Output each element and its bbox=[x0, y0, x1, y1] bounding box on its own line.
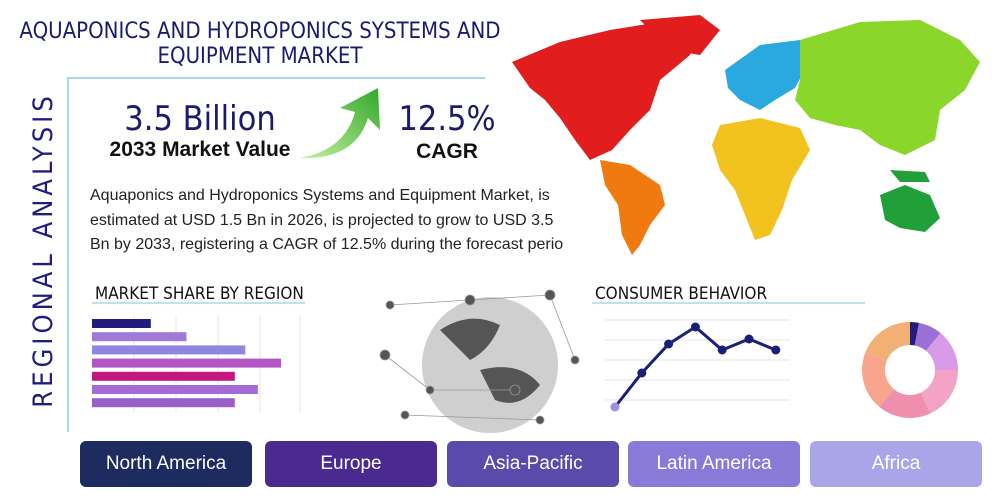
point bbox=[664, 339, 674, 349]
frame bbox=[67, 77, 485, 432]
section-title: CONSUMER BEHAVIOR bbox=[595, 284, 767, 304]
bar bbox=[92, 398, 235, 408]
donut-slice bbox=[914, 322, 941, 351]
stat-value: 12.5% bbox=[398, 99, 495, 139]
point bbox=[690, 322, 700, 332]
point bbox=[771, 345, 781, 355]
globe bbox=[379, 289, 580, 433]
region-button[interactable]: Asia-Pacific bbox=[447, 441, 619, 487]
point bbox=[717, 345, 727, 355]
bar-chart bbox=[92, 315, 301, 413]
line-chart bbox=[605, 319, 790, 412]
bar bbox=[92, 332, 187, 342]
region-button[interactable]: North America bbox=[80, 441, 252, 487]
donut-slice bbox=[861, 352, 895, 407]
donut-slice bbox=[920, 370, 958, 414]
point bbox=[637, 368, 647, 378]
donut-slice bbox=[910, 322, 919, 346]
world-map bbox=[512, 15, 980, 255]
bar bbox=[92, 319, 151, 328]
bar bbox=[92, 358, 281, 368]
donut-slice bbox=[879, 389, 931, 419]
stat-value: 3.5 Billion bbox=[124, 99, 275, 139]
title: AQUAPONICS AND HYDROPONICS SYSTEMS AND bbox=[19, 19, 500, 44]
stat-label: CAGR bbox=[416, 140, 478, 163]
section-title: MARKET SHARE BY REGION bbox=[95, 284, 304, 304]
bar bbox=[92, 385, 258, 394]
bar bbox=[92, 371, 235, 381]
region-button[interactable]: Africa bbox=[810, 441, 982, 487]
donut-slice bbox=[865, 322, 910, 361]
region-button[interactable]: Europe bbox=[265, 441, 437, 487]
description: Aquaponics and Hydroponics Systems and E… bbox=[90, 187, 564, 253]
side-label: REGIONAL ANALYSIS bbox=[28, 92, 59, 408]
stat-label: 2033 Market Value bbox=[110, 138, 291, 161]
growth-arrow bbox=[300, 88, 380, 159]
region-button[interactable]: Latin America bbox=[628, 441, 800, 487]
bar bbox=[92, 345, 246, 355]
donut-chart bbox=[861, 322, 958, 419]
point bbox=[744, 334, 754, 344]
point bbox=[610, 402, 620, 412]
donut-slice bbox=[925, 333, 958, 370]
title: EQUIPMENT MARKET bbox=[157, 44, 363, 69]
